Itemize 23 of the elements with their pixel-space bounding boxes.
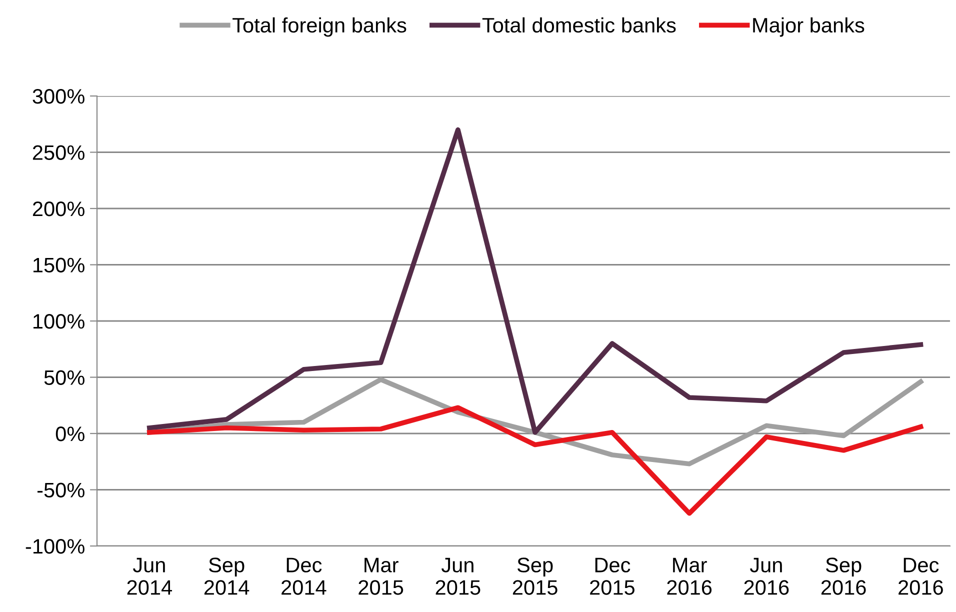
y-tick-label: 300% (32, 89, 84, 104)
x-tick-label: Jun 2014 (127, 558, 172, 595)
y-tick-label: -100% (26, 539, 84, 554)
x-tick-label: Sep 2016 (821, 558, 866, 595)
x-tick-label: Dec 2015 (590, 558, 634, 595)
x-tick-label: Mar 2015 (358, 558, 404, 595)
y-tick-label: 150% (34, 258, 84, 273)
y-tick-label: 200% (32, 202, 84, 216)
x-tick-label: Dec 2016 (898, 558, 943, 595)
x-tick-label: Sep 2015 (512, 558, 558, 595)
legend-label: Major banks (753, 17, 864, 37)
y-tick-label: 100% (34, 314, 84, 329)
x-tick-label: Jun 2016 (744, 558, 789, 595)
legend-label: Total domestic banks (482, 17, 676, 33)
y-tick-label: -50% (37, 482, 84, 498)
y-tick-label: 0% (56, 426, 84, 442)
y-tick-label: 50% (44, 370, 84, 386)
x-tick-label: Mar 2016 (667, 558, 712, 595)
x-tick-label: Sep 2014 (204, 558, 250, 595)
x-tick-label: Jun 2015 (436, 558, 480, 595)
y-tick-label: 250% (32, 145, 84, 160)
legend-label: Total foreign banks (232, 17, 406, 37)
x-tick-label: Dec 2014 (282, 558, 326, 595)
